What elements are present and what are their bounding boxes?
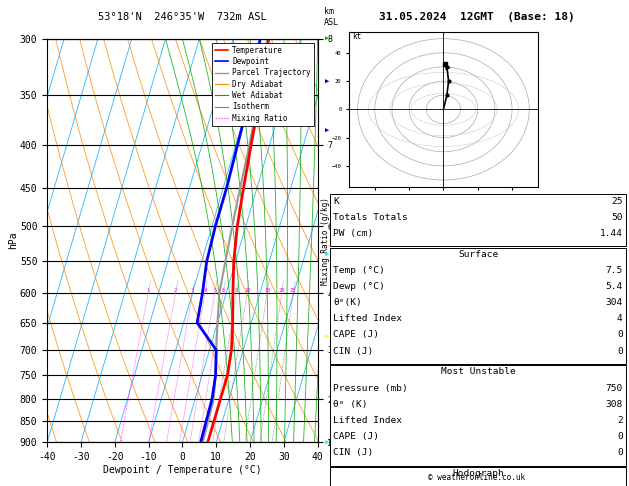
Text: 2: 2 <box>174 288 177 294</box>
Text: 1.44: 1.44 <box>599 229 623 238</box>
Text: θᵉ(K): θᵉ(K) <box>333 298 362 308</box>
Text: CAPE (J): CAPE (J) <box>333 432 379 441</box>
Text: 5: 5 <box>213 288 216 294</box>
Text: 304: 304 <box>606 298 623 308</box>
Text: Hodograph: Hodograph <box>452 469 504 478</box>
Text: 4: 4 <box>203 288 206 294</box>
Text: Dewp (°C): Dewp (°C) <box>333 282 385 292</box>
Text: Temp (°C): Temp (°C) <box>333 266 385 276</box>
Text: ▶: ▶ <box>325 333 329 340</box>
Text: CIN (J): CIN (J) <box>333 448 374 457</box>
Text: 50: 50 <box>611 213 623 222</box>
Text: 10: 10 <box>244 288 250 294</box>
Text: CAPE (J): CAPE (J) <box>333 330 379 340</box>
Text: PW (cm): PW (cm) <box>333 229 374 238</box>
Text: 750: 750 <box>606 384 623 393</box>
Text: 0: 0 <box>617 448 623 457</box>
Text: © weatheronline.co.uk: © weatheronline.co.uk <box>428 473 525 482</box>
Text: 308: 308 <box>606 400 623 409</box>
Text: 0: 0 <box>617 347 623 356</box>
Text: K: K <box>333 197 339 206</box>
Text: 0: 0 <box>617 432 623 441</box>
Text: Lifted Index: Lifted Index <box>333 416 403 425</box>
Text: CIN (J): CIN (J) <box>333 347 374 356</box>
Text: Totals Totals: Totals Totals <box>333 213 408 222</box>
Text: 5.4: 5.4 <box>606 282 623 292</box>
Text: θᵉ (K): θᵉ (K) <box>333 400 368 409</box>
Text: 31.05.2024  12GMT  (Base: 18): 31.05.2024 12GMT (Base: 18) <box>379 12 574 22</box>
Text: 2: 2 <box>617 416 623 425</box>
Text: Lifted Index: Lifted Index <box>333 314 403 324</box>
Legend: Temperature, Dewpoint, Parcel Trajectory, Dry Adiabat, Wet Adiabat, Isotherm, Mi: Temperature, Dewpoint, Parcel Trajectory… <box>211 43 314 125</box>
Text: ▶: ▶ <box>325 439 329 445</box>
Text: ▶: ▶ <box>325 252 329 258</box>
Text: ▶: ▶ <box>325 79 329 85</box>
Text: km
ASL: km ASL <box>324 7 339 27</box>
Text: kt: kt <box>352 32 362 41</box>
Text: 25: 25 <box>611 197 623 206</box>
Text: 53°18'N  246°35'W  732m ASL: 53°18'N 246°35'W 732m ASL <box>98 12 267 22</box>
Text: 4: 4 <box>617 314 623 324</box>
Text: ▶: ▶ <box>325 128 329 134</box>
Text: 8: 8 <box>235 288 238 294</box>
Text: 15: 15 <box>264 288 270 294</box>
X-axis label: Dewpoint / Temperature (°C): Dewpoint / Temperature (°C) <box>103 465 262 475</box>
Text: 20: 20 <box>279 288 285 294</box>
Text: 6: 6 <box>221 288 225 294</box>
Text: 25: 25 <box>290 288 296 294</box>
Text: 1: 1 <box>147 288 150 294</box>
Text: Mixing Ratio (g/kg): Mixing Ratio (g/kg) <box>321 197 330 284</box>
Text: Pressure (mb): Pressure (mb) <box>333 384 408 393</box>
Text: ▶: ▶ <box>325 36 329 42</box>
Text: 3: 3 <box>191 288 194 294</box>
Text: Surface: Surface <box>458 250 498 259</box>
Text: 0: 0 <box>617 330 623 340</box>
Text: Most Unstable: Most Unstable <box>441 367 515 377</box>
Text: 7.5: 7.5 <box>606 266 623 276</box>
Y-axis label: hPa: hPa <box>8 232 18 249</box>
